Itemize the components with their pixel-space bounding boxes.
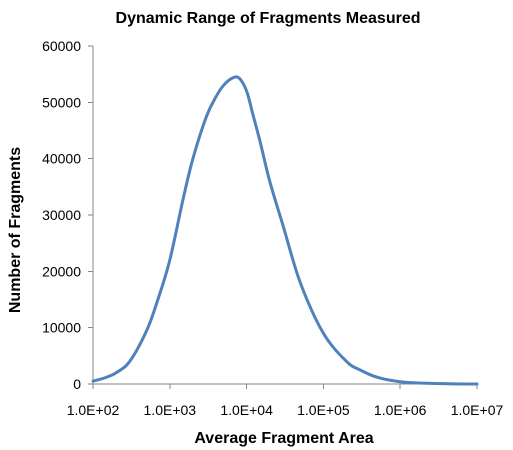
y-tick-label: 20000: [42, 263, 81, 279]
y-tick-label: 40000: [42, 151, 81, 167]
y-tick-label: 30000: [42, 207, 81, 223]
y-axis-ticks: 0 10000 20000 30000 40000 50000 60000: [42, 38, 93, 392]
x-axis-ticks: 1.0E+02 1.0E+03 1.0E+04 1.0E+05 1.0E+06 1.0E+…: [67, 384, 504, 418]
x-tick-label: 1.0E+07: [451, 402, 504, 418]
x-tick-label: 1.0E+02: [67, 402, 120, 418]
chart-title: Dynamic Range of Fragments Measured: [116, 10, 421, 27]
x-tick-label: 1.0E+06: [374, 402, 427, 418]
y-tick-label: 0: [73, 376, 81, 392]
x-tick-label: 1.0E+04: [220, 402, 273, 418]
y-tick-label: 60000: [42, 38, 81, 54]
y-tick-label: 10000: [42, 320, 81, 336]
y-tick-label: 50000: [42, 94, 81, 110]
series-line: [91, 75, 479, 386]
y-axis-title: Number of Fragments: [7, 147, 24, 313]
x-tick-label: 1.0E+03: [144, 402, 197, 418]
x-axis-title: Average Fragment Area: [194, 430, 373, 447]
series-group: [91, 75, 479, 386]
x-tick-label: 1.0E+05: [297, 402, 350, 418]
